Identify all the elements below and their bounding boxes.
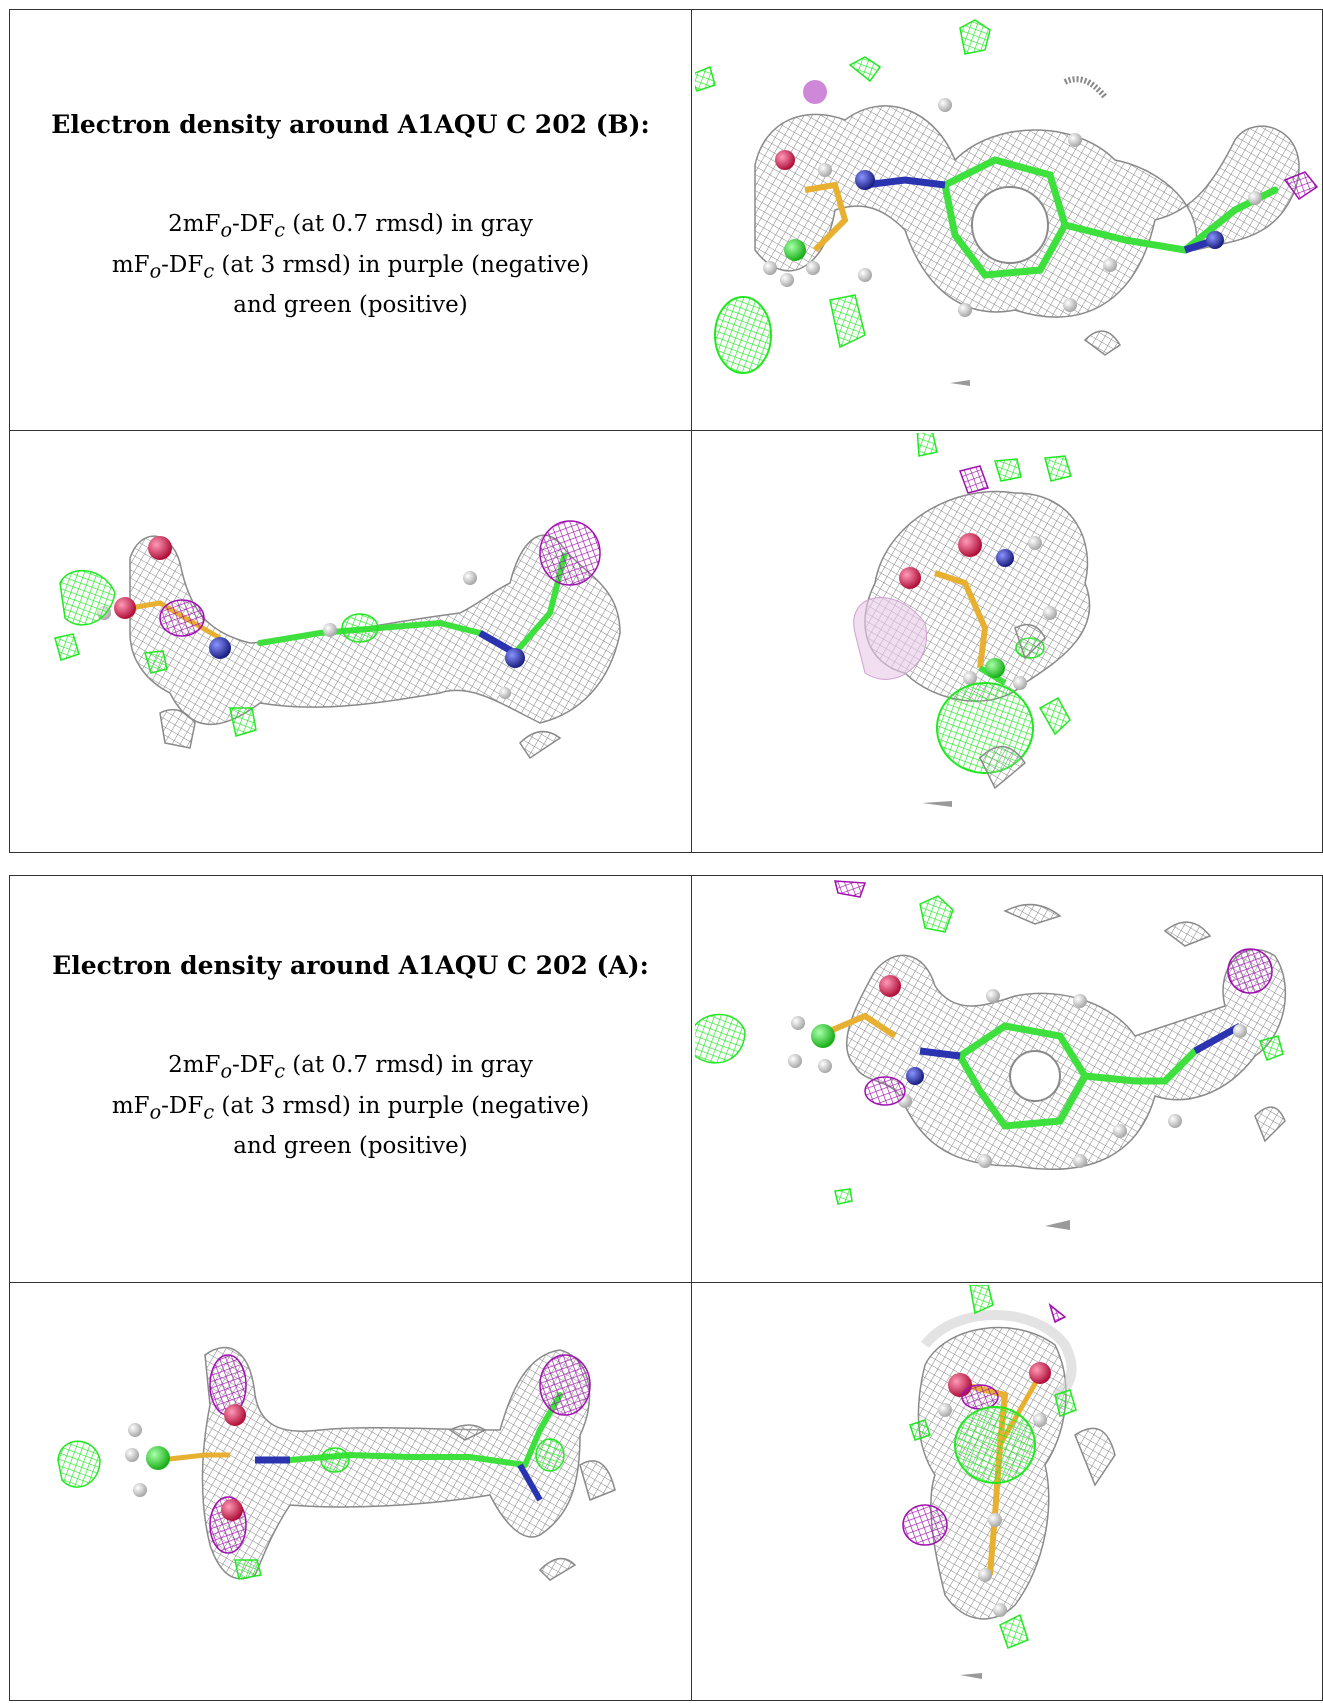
figure-panel-b: Electron density around A1AQU C 202 (B):… — [9, 9, 1323, 853]
legend: 2mFo-DFc (at 0.7 rmsd) in gray mFo-DFc (… — [10, 207, 691, 322]
vertical-divider — [691, 10, 692, 852]
density-image-end-view — [902, 1285, 1116, 1679]
figure-panel-a: Electron density around A1AQU C 202 (A):… — [9, 875, 1323, 1701]
legend-line-colors: and green (positive) — [233, 292, 468, 319]
legend-line-difference: mFo-DFc (at 3 rmsd) in purple (negative) — [111, 251, 590, 283]
density-image-end-view — [853, 433, 1091, 807]
legend-line-colors: and green (positive) — [233, 1133, 468, 1160]
density-image-side-view — [54, 520, 621, 760]
density-image-top-view — [695, 19, 1319, 386]
caption: Electron density around A1AQU C 202 (B):… — [10, 110, 691, 322]
legend-line-difference: mFo-DFc (at 3 rmsd) in purple (negative) — [111, 1092, 590, 1124]
horizontal-divider — [10, 430, 1322, 431]
legend: 2mFo-DFc (at 0.7 rmsd) in gray mFo-DFc (… — [10, 1048, 691, 1163]
legend-line-gray: 2mFo-DFc (at 0.7 rmsd) in gray — [168, 211, 533, 242]
panel-title: Electron density around A1AQU C 202 (A): — [52, 951, 649, 980]
density-image-top-view — [695, 880, 1287, 1230]
legend-line-gray: 2mFo-DFc (at 0.7 rmsd) in gray — [168, 1052, 533, 1083]
horizontal-divider — [10, 1282, 1322, 1283]
caption: Electron density around A1AQU C 202 (A):… — [10, 951, 691, 1163]
panel-title: Electron density around A1AQU C 202 (B): — [51, 110, 650, 139]
vertical-divider — [691, 876, 692, 1700]
density-image-side-view — [57, 1346, 616, 1581]
